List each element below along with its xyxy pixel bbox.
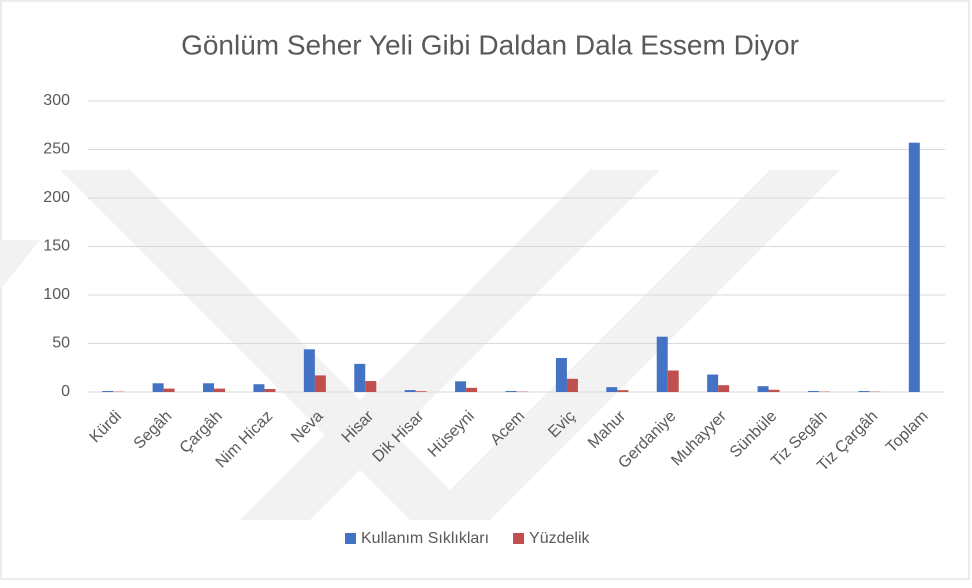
bar bbox=[657, 337, 668, 392]
y-tick-label: 100 bbox=[43, 286, 70, 303]
legend-swatch bbox=[513, 533, 524, 544]
y-tick-label: 250 bbox=[43, 141, 70, 158]
bar bbox=[707, 375, 718, 392]
bar bbox=[102, 391, 113, 392]
bar bbox=[567, 379, 578, 392]
bar bbox=[365, 381, 376, 392]
bar bbox=[466, 388, 477, 392]
bar bbox=[315, 375, 326, 392]
legend-label: Yüzdelik bbox=[529, 530, 590, 547]
bar bbox=[203, 383, 214, 392]
bar bbox=[253, 384, 264, 392]
bar bbox=[354, 364, 365, 392]
y-tick-label: 50 bbox=[52, 335, 70, 352]
bar bbox=[264, 389, 275, 392]
chart-title: Gönlüm Seher Yeli Gibi Daldan Dala Essem… bbox=[181, 29, 799, 60]
bar bbox=[808, 391, 819, 392]
y-tick-label: 200 bbox=[43, 189, 70, 206]
bar bbox=[455, 381, 466, 392]
bar bbox=[668, 370, 679, 392]
y-tick-label: 150 bbox=[43, 238, 70, 255]
bar bbox=[405, 390, 416, 392]
bar bbox=[617, 390, 628, 392]
bar bbox=[606, 387, 617, 392]
legend-label: Kullanım Sıklıkları bbox=[361, 530, 489, 547]
bar bbox=[758, 386, 769, 392]
bar bbox=[416, 391, 427, 392]
bar bbox=[506, 391, 517, 392]
legend-swatch bbox=[345, 533, 356, 544]
bar bbox=[164, 389, 175, 392]
y-tick-label: 300 bbox=[43, 92, 70, 109]
legend: Kullanım Sıklıkları Yüzdelik bbox=[345, 530, 591, 547]
bar bbox=[556, 358, 567, 392]
bar bbox=[718, 385, 729, 392]
bar bbox=[304, 349, 315, 392]
y-tick-label: 0 bbox=[61, 383, 70, 400]
bar bbox=[858, 391, 869, 392]
bar bbox=[153, 383, 164, 392]
bar bbox=[909, 143, 920, 392]
bar bbox=[769, 390, 780, 392]
bar bbox=[214, 389, 225, 392]
